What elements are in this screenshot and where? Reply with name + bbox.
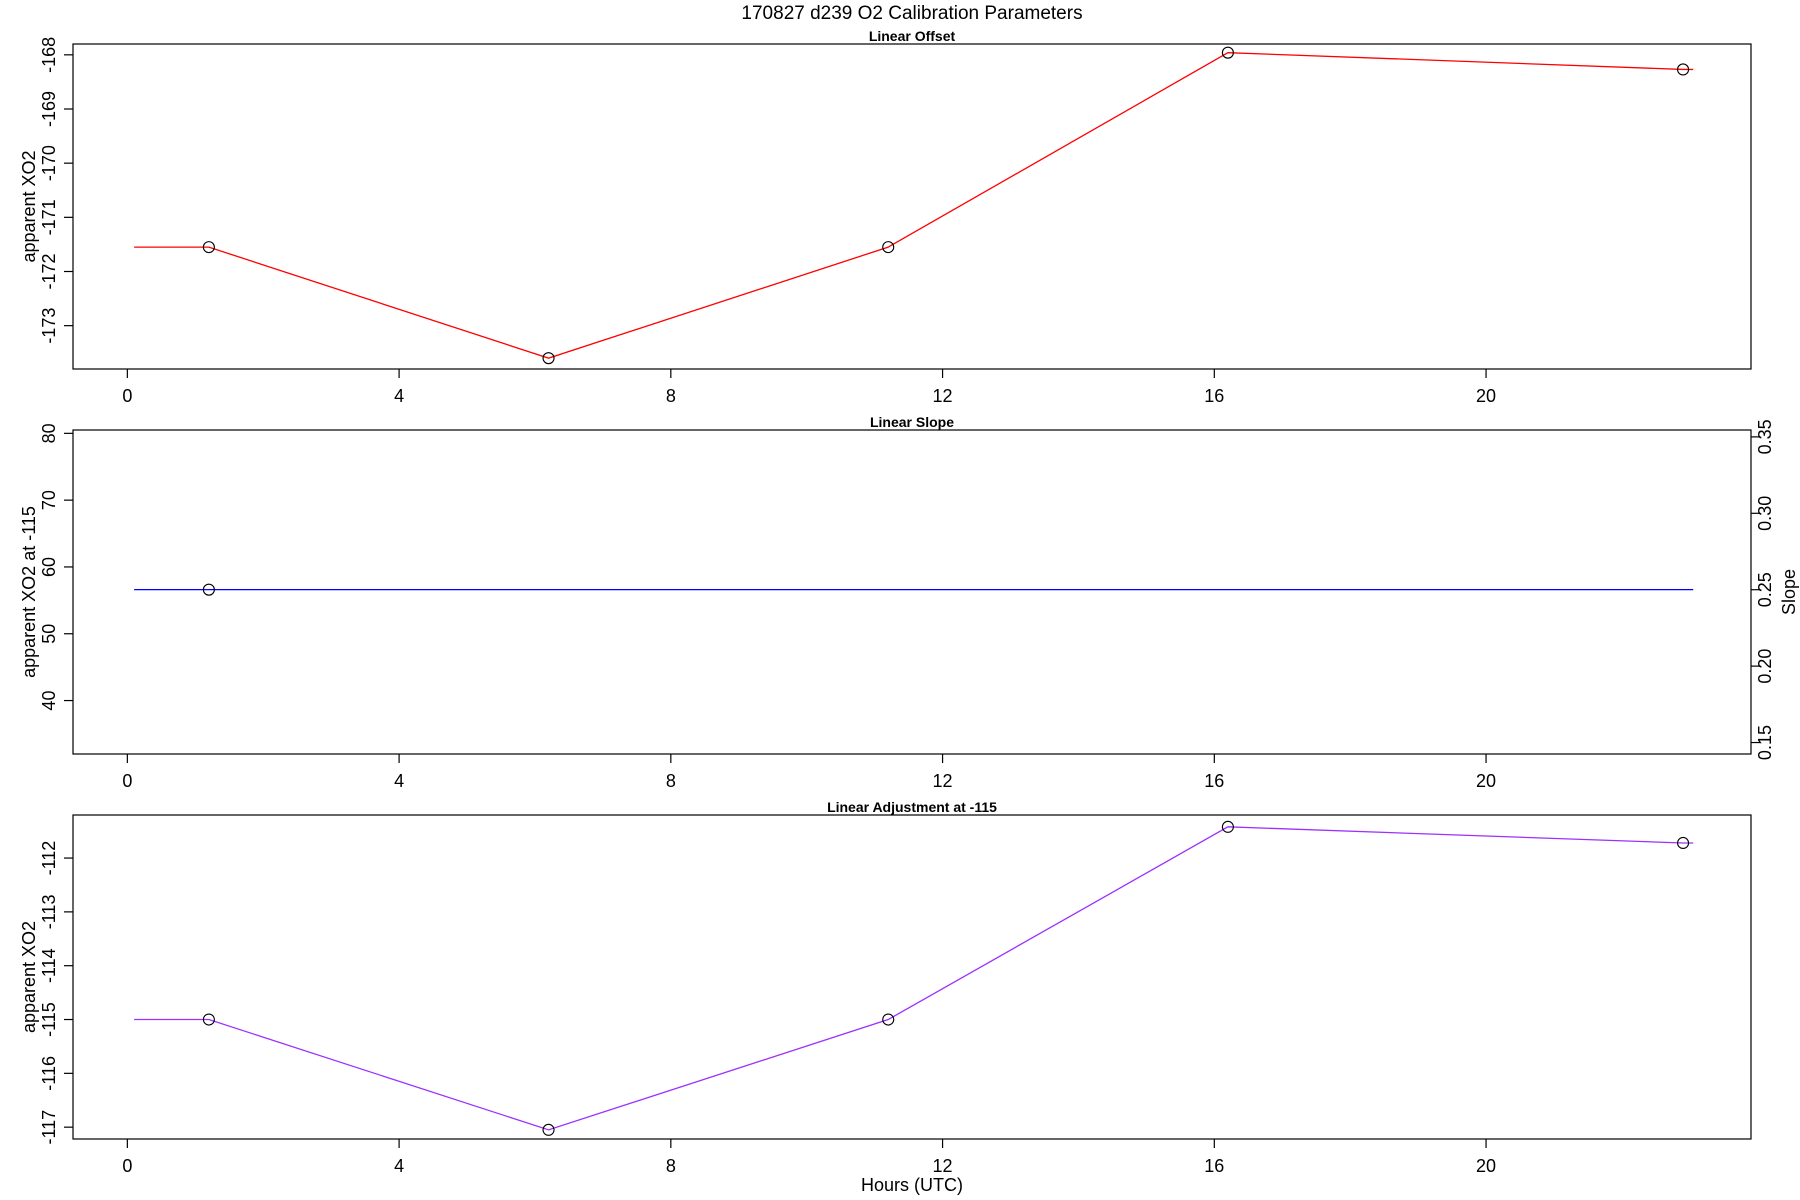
- plot-frame: [72, 814, 1752, 1140]
- data-point: [882, 1013, 895, 1026]
- y-axis-label: apparent XO2: [19, 921, 39, 1033]
- panel-title: Linear Adjustment at -115: [827, 799, 997, 815]
- panel-1: Linear Offset 0 4 8 12 16 20 -173 -172 -171 -170 -1…: [19, 28, 1752, 406]
- series-line: [134, 52, 1694, 359]
- data-point: [202, 1013, 215, 1026]
- x-tick-label: 0: [122, 1156, 132, 1176]
- y-tick-label: -113: [39, 895, 59, 930]
- x-tick-label: 12: [933, 771, 953, 791]
- y-tick-label: -172: [39, 253, 59, 289]
- data-point: [1677, 63, 1690, 76]
- data-point: [1221, 46, 1234, 59]
- y2-tick-label: 0.25: [1755, 572, 1775, 607]
- x-tick-label: 20: [1476, 386, 1496, 406]
- y-tick-label: 50: [39, 624, 59, 644]
- panel-title: Linear Slope: [870, 414, 954, 430]
- x-axis-label: Hours (UTC): [861, 1175, 963, 1195]
- y-axis-label: apparent XO2: [19, 150, 39, 262]
- y-tick-label: -169: [39, 91, 59, 127]
- y-tick-label: -173: [39, 308, 59, 344]
- panel-2: Linear Slope 0 4 8 12 16 20 40 50 60 70 80 apparent …: [19, 414, 1799, 791]
- x-tick-label: 16: [1204, 771, 1224, 791]
- x-tick-label: 0: [122, 386, 132, 406]
- plot-frame: [72, 43, 1752, 370]
- x-tick-label: 16: [1204, 1156, 1224, 1176]
- y-tick-label: 40: [39, 691, 59, 711]
- panel-3: Linear Adjustment at -115 0 4 8 12 16 20 -117 -1…: [19, 799, 1752, 1176]
- x-tick-label: 0: [122, 771, 132, 791]
- x-tick-label: 4: [394, 1156, 404, 1176]
- x-tick-label: 8: [666, 771, 676, 791]
- y-tick-label: -115: [39, 1002, 59, 1037]
- panel-title: Linear Offset: [869, 28, 956, 44]
- y-tick-label: 70: [39, 490, 59, 510]
- x-tick-label: 16: [1204, 386, 1224, 406]
- x-tick-label: 4: [394, 771, 404, 791]
- y-tick-label: -112: [39, 841, 59, 876]
- y2-tick-label: 0.15: [1755, 725, 1775, 760]
- y-axis-label: apparent XO2 at -115: [19, 506, 39, 678]
- y2-axis-label: Slope: [1779, 569, 1799, 615]
- y-tick-label: -117: [39, 1110, 59, 1145]
- y-tick-label: 60: [39, 557, 59, 577]
- x-tick-label: 8: [666, 1156, 676, 1176]
- y2-tick-label: 0.20: [1755, 649, 1775, 684]
- x-tick-label: 20: [1476, 1156, 1496, 1176]
- data-point: [202, 241, 215, 254]
- y2-tick-label: 0.30: [1755, 496, 1775, 531]
- data-point: [1221, 820, 1234, 833]
- data-point: [542, 1123, 555, 1136]
- y-tick-label: -116: [39, 1056, 59, 1091]
- x-tick-label: 12: [933, 1156, 953, 1176]
- plot-frame: [72, 429, 1752, 755]
- figure-title: 170827 d239 O2 Calibration Parameters: [741, 3, 1082, 24]
- x-tick-label: 4: [394, 386, 404, 406]
- y2-tick-label: 0.35: [1755, 419, 1775, 454]
- series-line: [134, 826, 1694, 1131]
- data-point: [542, 352, 555, 365]
- y-tick-label: -170: [39, 145, 59, 181]
- y-tick-label: -114: [39, 948, 59, 983]
- x-tick-label: 20: [1476, 771, 1496, 791]
- data-point: [882, 241, 895, 254]
- data-point: [202, 583, 215, 596]
- x-tick-label: 12: [933, 386, 953, 406]
- y-tick-label: -168: [39, 37, 59, 73]
- y-tick-label: -171: [39, 199, 59, 235]
- y-tick-label: 80: [39, 423, 59, 443]
- data-point: [1677, 836, 1690, 850]
- x-tick-label: 8: [666, 386, 676, 406]
